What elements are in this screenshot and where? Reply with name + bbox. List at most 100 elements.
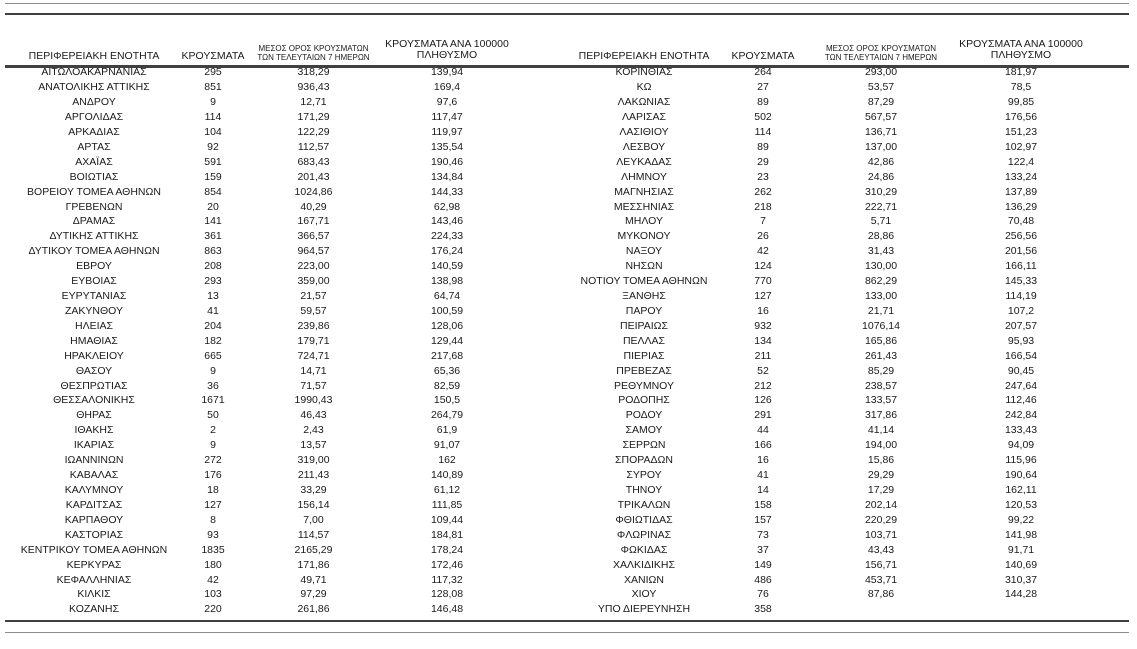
cases-cell: 73: [757, 528, 769, 541]
region-cell: ΛΑΡΙΣΑΣ: [622, 110, 666, 123]
table-row: ΞΑΝΘΗΣ 127 133,00 114,19: [568, 289, 1086, 304]
region-cell: ΜΑΓΝΗΣΙΑΣ: [614, 185, 674, 198]
table-row: ΠΕΙΡΑΙΩΣ 932 1076,14 207,57: [568, 319, 1086, 334]
avg7-cell: 261,43: [864, 349, 898, 362]
cases-cell: 295: [204, 66, 222, 79]
cases-cell: 211: [754, 349, 772, 362]
per100k-cell: 133,24: [1004, 170, 1038, 183]
table-row: ΑΡΓΟΛΙΔΑΣ 114 171,29 117,47: [8, 110, 513, 125]
region-cell: ΚΑΡΔΙΤΣΑΣ: [65, 498, 123, 511]
per100k-cell: [956, 602, 1086, 617]
per100k-cell: 184,81: [430, 528, 464, 541]
region-cell: ΚΕΡΚΥΡΑΣ: [66, 558, 122, 571]
avg7-cell: 683,43: [297, 155, 330, 168]
table-row: ΑΧΑΪΑΣ 591 683,43 190,46: [8, 155, 513, 170]
per100k-cell: 140,59: [430, 260, 464, 273]
table-row: ΙΘΑΚΗΣ 2 2,43 61,9: [8, 423, 513, 438]
cases-cell: 114: [754, 125, 772, 138]
avg7-cell: 167,71: [297, 215, 330, 228]
avg7-cell: 43,43: [867, 543, 895, 556]
per100k-cell: 99,22: [1007, 513, 1035, 526]
header-per100k-label: ΚΡΟΥΣΜΑΤΑ ΑΝΑ 100000 ΠΛΗΘΥΣΜΟ: [959, 37, 1083, 62]
cases-cell: 770: [754, 275, 772, 288]
per100k-cell: 247,64: [1004, 379, 1038, 392]
avg7-cell: 1024,86: [294, 185, 333, 198]
cases-cell: 2: [210, 424, 216, 437]
region-cell: ΚΕΦΑΛΛΗΝΙΑΣ: [56, 573, 132, 586]
avg7-cell: 220,29: [864, 513, 898, 526]
region-cell: ΦΘΙΩΤΙΔΑΣ: [615, 513, 673, 526]
region-cell: ΠΕΛΛΑΣ: [622, 334, 666, 347]
region-cell: ΣΥΡΟΥ: [626, 469, 662, 482]
per100k-cell: 122,4: [1007, 155, 1035, 168]
region-cell: ΑΡΚΑΔΙΑΣ: [68, 125, 120, 138]
table-row: ΚΕΡΚΥΡΑΣ 180 171,86 172,46: [8, 557, 513, 572]
top-thick-rule: [5, 13, 1129, 15]
per100k-cell: 143,46: [430, 215, 464, 228]
table-row: ΝΑΞΟΥ 42 31,43 201,56: [568, 244, 1086, 259]
cases-cell: 50: [207, 409, 219, 422]
avg7-cell: 14,71: [300, 364, 327, 377]
avg7-cell: [806, 602, 956, 617]
per100k-cell: 114,19: [1005, 290, 1037, 303]
table-row: ΡΟΔΟΥ 291 317,86 242,84: [568, 408, 1086, 423]
per100k-cell: 128,08: [430, 588, 464, 601]
per100k-cell: 207,57: [1004, 319, 1038, 332]
cases-cell: 218: [754, 200, 772, 213]
per100k-cell: 97,6: [436, 96, 458, 109]
avg7-cell: 165,86: [864, 334, 898, 347]
avg7-cell: 87,86: [867, 588, 895, 601]
avg7-cell: 310,29: [864, 185, 898, 198]
per100k-cell: 91,07: [433, 439, 461, 452]
region-cell: ΒΟΡΕΙΟΥ ΤΟΜΕΑ ΑΘΗΝΩΝ: [27, 185, 161, 198]
per100k-cell: 181,97: [1004, 66, 1038, 79]
region-cell: ΛΑΚΩΝΙΑΣ: [617, 96, 671, 109]
region-cell: ΚΩ: [636, 81, 652, 94]
per100k-cell: 224,33: [430, 230, 464, 243]
per100k-cell: 62,98: [433, 200, 461, 213]
avg7-cell: 261,86: [297, 603, 330, 616]
table-row: ΤΗΝΟΥ 14 17,29 162,11: [568, 483, 1086, 498]
avg7-cell: 156,71: [864, 558, 898, 571]
avg7-cell: 21,71: [867, 304, 895, 317]
cases-cell: 141: [204, 215, 222, 228]
avg7-cell: 59,57: [300, 304, 327, 317]
table-row: ΤΡΙΚΑΛΩΝ 158 202,14 120,53: [568, 498, 1086, 513]
region-cell: ΚΟΖΑΝΗΣ: [69, 603, 119, 616]
table-header-left: ΠΕΡΙΦΕΡΕΙΑΚΗ ΕΝΟΤΗΤΑ ΚΡΟΥΣΜΑΤΑ ΜΕΣΟΣ ΟΡΟ…: [8, 38, 513, 65]
cases-cell: 358: [754, 603, 772, 616]
region-cell: ΑΡΤΑΣ: [77, 140, 111, 153]
avg7-cell: 862,29: [864, 275, 898, 288]
avg7-cell: 202,14: [864, 498, 898, 511]
region-cell: ΕΥΡΥΤΑΝΙΑΣ: [61, 290, 127, 303]
cases-cell: 7: [760, 215, 766, 228]
table-row: ΝΗΣΩΝ 124 130,00 166,11: [568, 259, 1086, 274]
region-cell: ΝΗΣΩΝ: [625, 260, 663, 273]
region-cell: ΧΙΟΥ: [631, 588, 657, 601]
per100k-cell: 129,44: [430, 334, 464, 347]
table-row: ΑΡΤΑΣ 92 112,57 135,54: [8, 140, 513, 155]
avg7-cell: 317,86: [864, 409, 898, 422]
table-row: ΚΑΒΑΛΑΣ 176 211,43 140,89: [8, 468, 513, 483]
cases-cell: 665: [204, 349, 222, 362]
cases-cell: 42: [207, 573, 219, 586]
avg7-cell: 1076,14: [862, 319, 900, 332]
cases-cell: 854: [204, 185, 222, 198]
region-cell: ΛΗΜΝΟΥ: [621, 170, 667, 183]
region-cell: ΠΙΕΡΙΑΣ: [623, 349, 665, 362]
cases-cell: 502: [754, 110, 772, 123]
avg7-cell: 179,71: [297, 334, 330, 347]
avg7-cell: 103,71: [864, 528, 898, 541]
table-row: ΧΙΟΥ 76 87,86 144,28: [568, 587, 1086, 602]
cases-cell: 93: [207, 528, 219, 541]
avg7-cell: 49,71: [300, 573, 327, 586]
table-row: ΚΑΣΤΟΡΙΑΣ 93 114,57 184,81: [8, 528, 513, 543]
per100k-cell: 61,12: [433, 484, 461, 497]
avg7-cell: 40,29: [300, 200, 327, 213]
cases-cell: 52: [757, 364, 769, 377]
cases-cell: 20: [207, 200, 219, 213]
per100k-cell: 128,06: [430, 319, 464, 332]
table-row: ΚΙΛΚΙΣ 103 97,29 128,08: [8, 587, 513, 602]
table-row: ΛΑΡΙΣΑΣ 502 567,57 176,56: [568, 110, 1086, 125]
avg7-cell: 1990,43: [294, 394, 333, 407]
